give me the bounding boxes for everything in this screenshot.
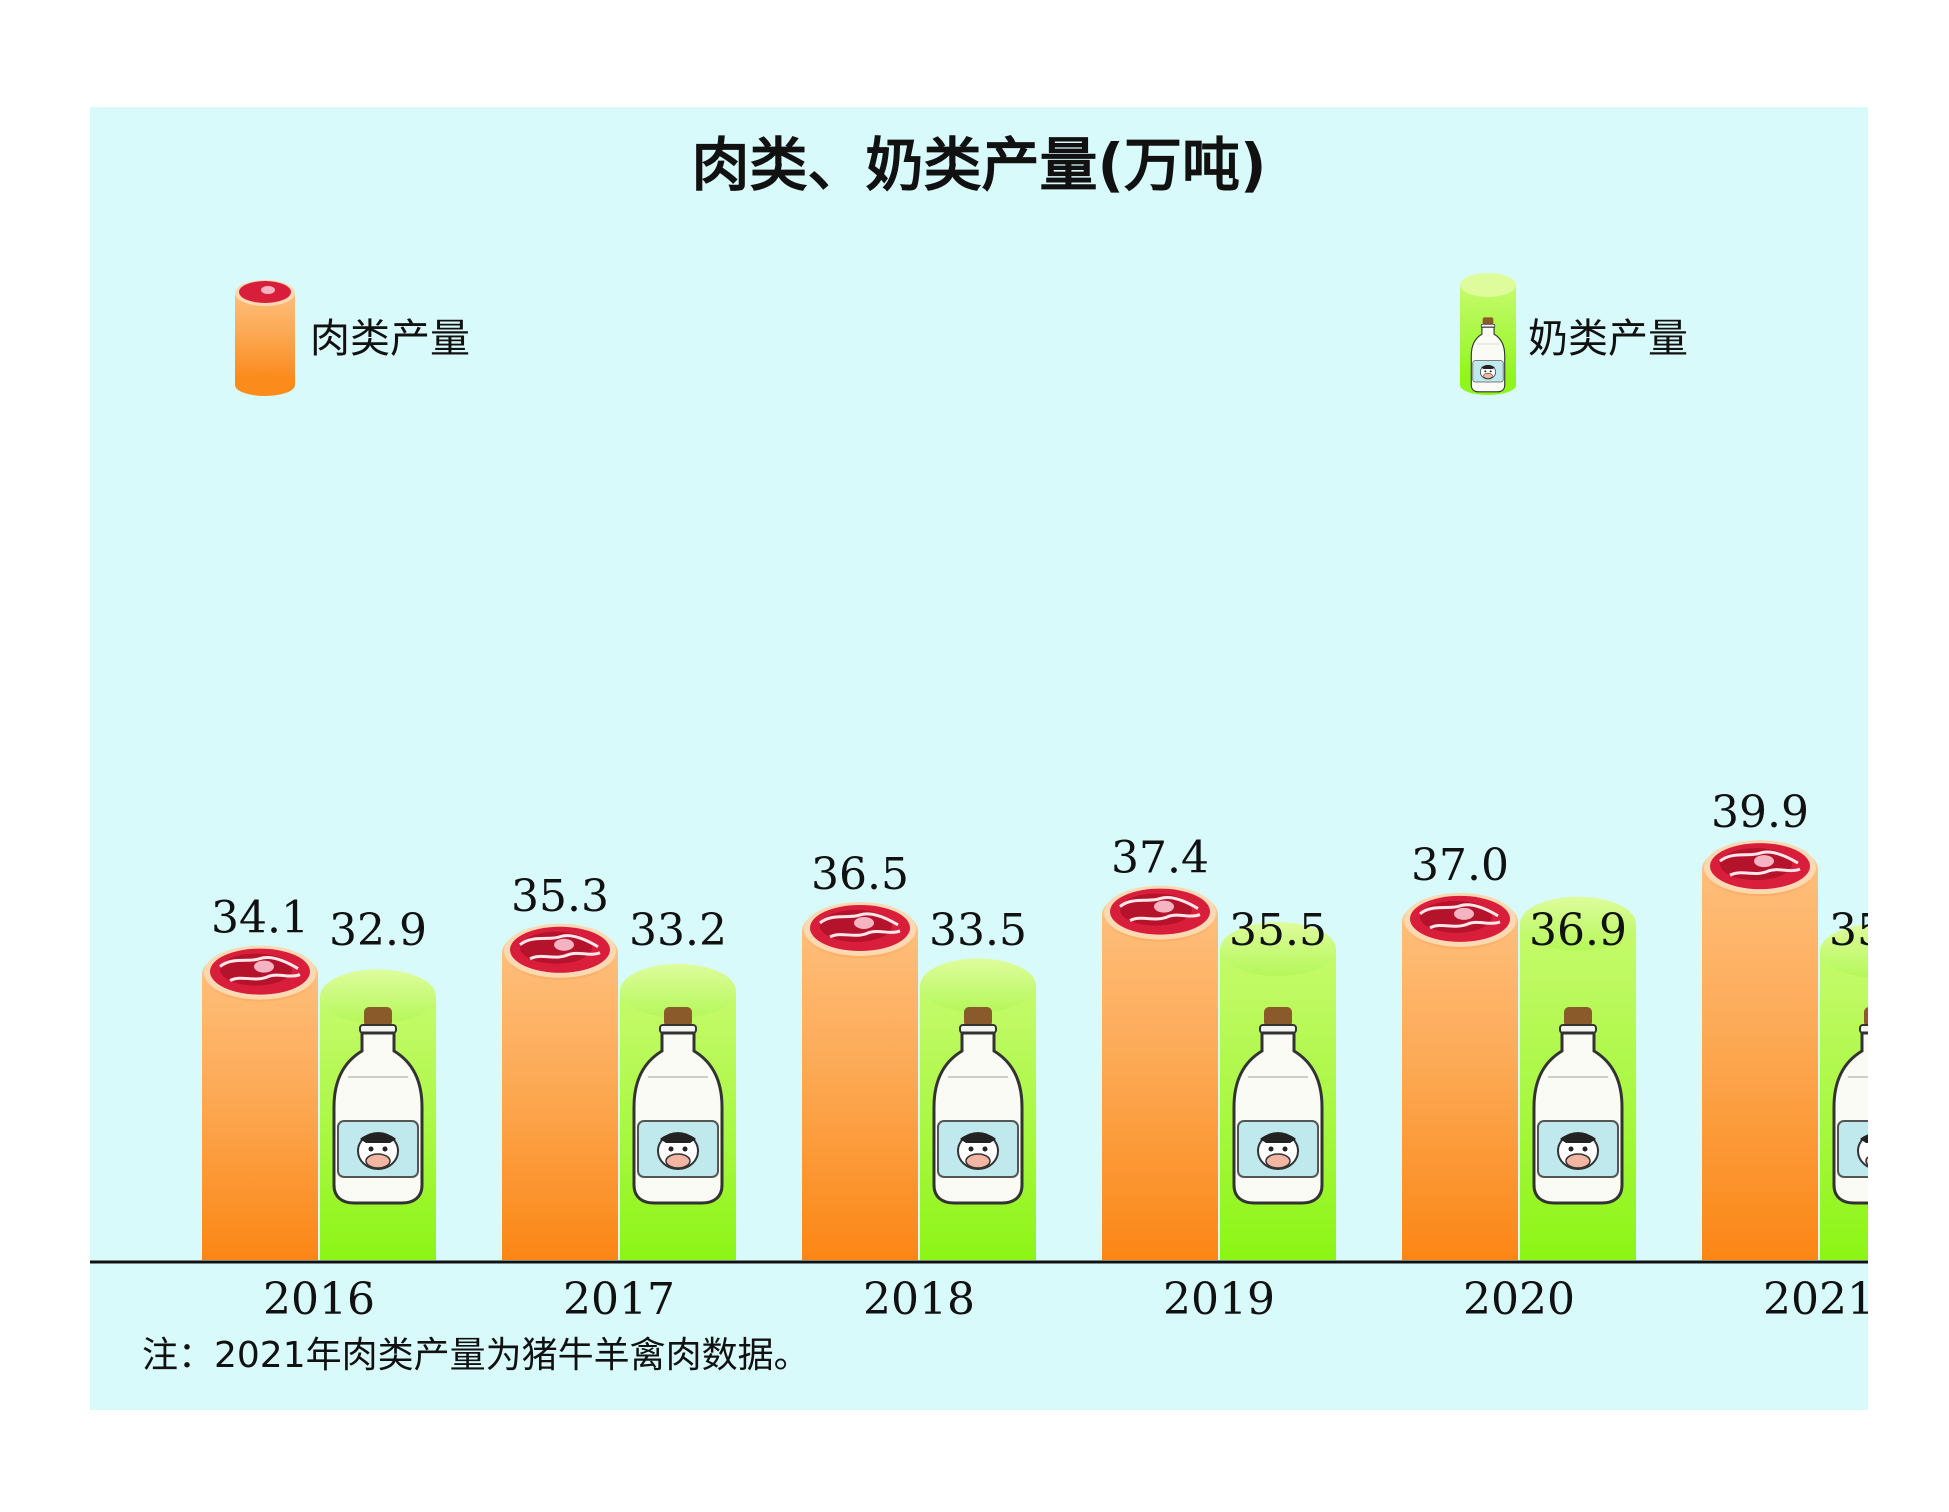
bar-milk-2016: 32.9: [320, 905, 436, 1260]
legend-milk: 奶类产量: [1460, 273, 1688, 395]
data-label-milk-2021: 35.4: [1829, 905, 1868, 956]
bar-milk-2018: 33.5: [920, 905, 1036, 1260]
x-tick-label-2019: 2019: [1163, 1274, 1275, 1325]
chart-note: 注：2021年肉类产量为猪牛羊禽肉数据。: [142, 1335, 810, 1376]
meat-slice-icon: [202, 944, 318, 1002]
bar-milk-2021: 35.4: [1820, 905, 1868, 1260]
data-label-milk-2019: 35.5: [1229, 905, 1327, 956]
legend-meat-label: 肉类产量: [310, 316, 470, 362]
meat-slice-icon: [802, 900, 918, 958]
bar-meat-2016: 34.1: [202, 893, 318, 1260]
bar-meat-2019: 37.4: [1102, 833, 1218, 1260]
data-label-meat-2017: 35.3: [511, 871, 609, 922]
x-tick-labels: 2016 2017 2018 2019 2020 2021: [263, 1274, 1868, 1325]
bar-milk-2020: 36.9: [1520, 896, 1636, 1260]
legend: 肉类产量 奶类产量: [235, 273, 1688, 396]
chart-title: 肉类、奶类产量(万吨): [691, 131, 1266, 199]
meat-slice-icon: [1702, 838, 1818, 896]
bar-chart: 肉类、奶类产量(万吨) 肉类产量 奶类产量 34.1 32.9 35.3 33.2 36…: [90, 131, 1868, 1376]
data-label-milk-2020: 36.9: [1529, 905, 1627, 956]
x-tick-label-2018: 2018: [863, 1274, 975, 1325]
meat-slice-icon: [1102, 884, 1218, 942]
x-tick-label-2020: 2020: [1463, 1274, 1575, 1325]
data-label-milk-2018: 33.5: [929, 905, 1027, 956]
bar-milk-2019: 35.5: [1220, 905, 1336, 1260]
data-label-meat-2016: 34.1: [211, 893, 309, 944]
data-label-meat-2021: 39.9: [1711, 787, 1809, 838]
bar-milk-2017: 33.2: [620, 905, 736, 1260]
x-tick-label-2016: 2016: [263, 1274, 375, 1325]
bars-group: 34.1 32.9 35.3 33.2 36.5 33.5 37.4 35.5 37.0 36.9…: [202, 787, 1868, 1260]
chart-panel: 肉类、奶类产量(万吨) 肉类产量 奶类产量 34.1 32.9 35.3 33.2 36…: [90, 107, 1868, 1410]
bar-meat-2017: 35.3: [502, 871, 618, 1260]
meat-slice-icon: [1402, 891, 1518, 949]
bar-meat-2018: 36.5: [802, 849, 918, 1260]
data-label-meat-2019: 37.4: [1111, 833, 1209, 884]
meat-slice-icon: [502, 922, 618, 980]
data-label-milk-2016: 32.9: [329, 905, 427, 956]
data-label-meat-2018: 36.5: [811, 849, 909, 900]
data-label-milk-2017: 33.2: [629, 905, 727, 956]
x-tick-label-2021: 2021: [1763, 1274, 1868, 1325]
x-tick-label-2017: 2017: [563, 1274, 675, 1325]
data-label-meat-2020: 37.0: [1411, 840, 1509, 891]
bar-meat-2020: 37.0: [1402, 840, 1518, 1260]
legend-milk-label: 奶类产量: [1528, 316, 1688, 362]
legend-meat: 肉类产量: [235, 280, 470, 396]
bar-meat-2021: 39.9: [1702, 787, 1818, 1260]
